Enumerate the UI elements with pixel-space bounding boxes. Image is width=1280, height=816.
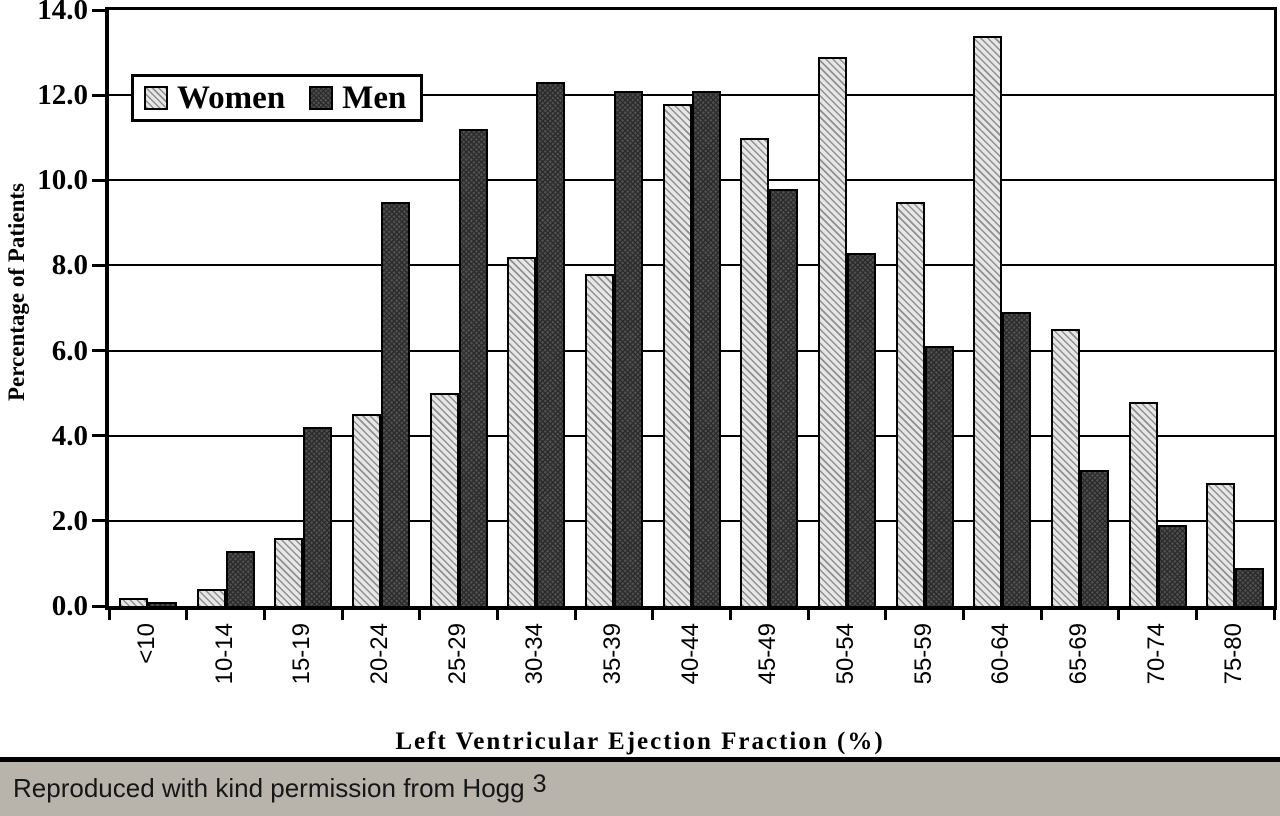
caption-reference-number: 3: [532, 770, 547, 798]
x-tick-8: [728, 610, 732, 620]
bar-women-75-80: [1206, 482, 1236, 606]
bar-men-40-44: [691, 90, 721, 606]
y-tick-label-2.0: 2.0: [51, 504, 88, 537]
legend-label-women: Women: [177, 79, 286, 116]
x-tick-label-75-80: 75-80: [1220, 623, 1248, 685]
bar-men-70-74: [1157, 525, 1187, 606]
bar-men-15-19: [303, 427, 333, 606]
x-tick-label-10-14: 10-14: [210, 623, 238, 685]
bar-women-15-19: [274, 537, 304, 606]
x-tick-label-30-34: 30-34: [521, 623, 549, 685]
bar-men-25-29: [458, 129, 488, 606]
bar-men-10-14: [225, 550, 255, 606]
bar-men-30-34: [536, 82, 566, 606]
y-tick-label-8.0: 8.0: [51, 249, 88, 282]
legend: Women Men: [131, 74, 424, 122]
bar-women-45-49: [740, 137, 770, 606]
x-tick-label-<10: <10: [132, 623, 160, 664]
x-tick-12: [1039, 610, 1043, 620]
bar-men-55-59: [924, 346, 954, 606]
x-axis-ticks: [105, 610, 1277, 622]
y-tick-label-0.0: 0.0: [51, 590, 88, 622]
caption-text: Reproduced with kind permission from Hog…: [0, 762, 1280, 804]
x-tick-3: [340, 610, 344, 620]
bar-women-35-39: [584, 273, 614, 606]
x-tick-label-60-64: 60-64: [987, 623, 1015, 685]
bar-women-<10: [118, 597, 148, 606]
x-tick-4: [418, 610, 422, 620]
bar-women-20-24: [351, 414, 381, 606]
bar-men-20-24: [380, 201, 410, 606]
bar-men-35-39: [613, 90, 643, 606]
bar-men-65-69: [1079, 469, 1109, 606]
bar-women-50-54: [817, 56, 847, 606]
legend-swatch-women: [144, 86, 168, 110]
bar-men-75-80: [1235, 567, 1265, 606]
x-tick-7: [651, 610, 655, 620]
legend-swatch-men: [309, 86, 334, 110]
bar-men-50-54: [846, 252, 876, 606]
bar-women-70-74: [1128, 401, 1158, 606]
x-tick-2: [262, 610, 266, 620]
x-axis-labels: <10 10-14 15-19 20-24 25-29 30-34 35-39 40-44 45…: [105, 623, 1277, 715]
y-tick-4.0: [92, 434, 106, 438]
bar-women-25-29: [429, 393, 459, 606]
bar-women-65-69: [1050, 329, 1080, 606]
y-tick-8.0: [92, 263, 106, 267]
x-tick-label-55-59: 55-59: [909, 623, 937, 685]
y-tick-label-12.0: 12.0: [37, 79, 88, 112]
y-tick-label-6.0: 6.0: [51, 334, 88, 367]
x-tick-label-45-49: 45-49: [754, 623, 782, 685]
y-tick-10.0: [92, 178, 106, 182]
x-tick-5: [495, 610, 499, 620]
bar-men-60-64: [1002, 312, 1032, 606]
x-tick-label-15-19: 15-19: [288, 623, 316, 685]
x-tick-9: [806, 610, 810, 620]
x-tick-10: [884, 610, 888, 620]
caption-text-main: Reproduced with kind permission from Hog…: [13, 773, 525, 803]
bar-women-60-64: [973, 35, 1003, 606]
bar-women-40-44: [662, 103, 692, 606]
x-tick-0: [107, 610, 111, 620]
legend-label-men: Men: [342, 79, 407, 116]
y-tick-0.0: [92, 604, 106, 608]
bar-women-55-59: [895, 201, 925, 606]
x-axis-title: Left Ventricular Ejection Fraction (%): [395, 728, 885, 755]
x-tick-label-50-54: 50-54: [831, 623, 859, 685]
plot-area: Women Men: [105, 7, 1277, 610]
y-tick-label-14.0: 14.0: [37, 0, 88, 26]
x-tick-14: [1194, 610, 1198, 620]
bar-men-45-49: [769, 188, 799, 606]
y-tick-12.0: [92, 93, 106, 97]
x-tick-label-65-69: 65-69: [1064, 623, 1092, 685]
x-tick-label-20-24: 20-24: [365, 623, 393, 685]
x-tick-6: [573, 610, 577, 620]
y-tick-label-10.0: 10.0: [37, 164, 88, 197]
bar-women-30-34: [507, 256, 537, 606]
x-tick-label-70-74: 70-74: [1142, 623, 1170, 685]
bar-men-<10: [147, 601, 177, 606]
x-tick-13: [1117, 610, 1121, 620]
caption-bar: Reproduced with kind permission from Hog…: [0, 757, 1280, 816]
y-tick-6.0: [92, 349, 106, 353]
y-tick-14.0: [92, 8, 106, 12]
x-tick-1: [185, 610, 189, 620]
x-tick-label-40-44: 40-44: [676, 623, 704, 685]
y-axis-title: Percentage of Patients: [4, 183, 29, 401]
x-tick-label-25-29: 25-29: [443, 623, 471, 685]
x-tick-11: [961, 610, 965, 620]
x-tick-15: [1272, 610, 1276, 620]
y-tick-label-4.0: 4.0: [51, 419, 88, 452]
x-tick-label-35-39: 35-39: [598, 623, 626, 685]
y-tick-2.0: [92, 519, 106, 523]
bar-women-10-14: [196, 588, 226, 606]
